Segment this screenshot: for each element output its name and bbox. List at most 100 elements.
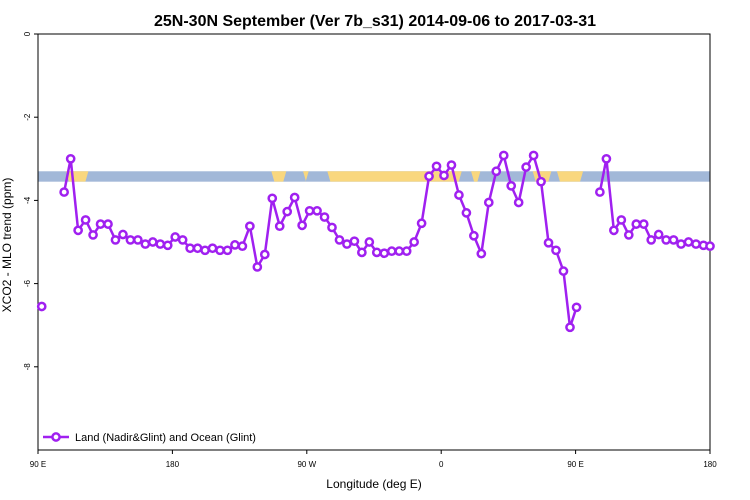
data-point <box>631 219 642 229</box>
data-point <box>259 249 270 260</box>
x-tick-label: 90 E <box>567 460 583 469</box>
data-point <box>110 235 121 245</box>
data-point <box>536 176 546 187</box>
x-tick-label: 90 E <box>30 460 46 469</box>
data-point <box>215 245 225 256</box>
data-point <box>304 205 315 216</box>
y-tick-label: -8 <box>23 363 32 371</box>
data-point <box>705 241 715 252</box>
data-point <box>394 246 405 257</box>
data-point <box>424 171 434 182</box>
data-point <box>595 187 605 197</box>
data-point <box>416 218 427 229</box>
data-point <box>558 266 569 276</box>
data-point <box>476 248 487 259</box>
data-point <box>342 239 352 249</box>
data-point <box>133 235 143 245</box>
data-point <box>73 225 83 236</box>
data-point <box>469 230 479 241</box>
data-point <box>454 190 464 200</box>
data-point <box>638 219 649 229</box>
data-point <box>683 237 694 247</box>
data-point <box>616 215 627 225</box>
data-point <box>118 229 128 240</box>
data-point <box>230 240 240 250</box>
data-point <box>207 243 218 254</box>
data-point <box>601 153 612 164</box>
legend-label: Land (Nadir&Glint) and Ocean (Glint) <box>75 432 256 444</box>
data-point <box>103 219 113 229</box>
y-tick-label: -4 <box>23 196 32 204</box>
y-axis-label: XCO2 - MLO trend (ppm) <box>0 178 14 313</box>
y-tick-label: -2 <box>23 113 32 121</box>
data-point <box>80 215 91 225</box>
data-point <box>364 237 375 247</box>
x-tick-label: 180 <box>166 460 180 469</box>
data-point <box>439 170 449 181</box>
data-point <box>461 208 472 218</box>
data-point <box>95 219 106 229</box>
data-point <box>65 153 76 164</box>
data-point <box>334 235 345 245</box>
data-point <box>252 262 263 272</box>
data-point <box>483 197 494 208</box>
data-point <box>661 235 671 245</box>
data-point <box>267 193 278 204</box>
land-band-segment <box>66 171 89 182</box>
land-band-segment <box>471 171 481 182</box>
data-point <box>565 322 575 333</box>
data-point <box>59 187 69 197</box>
data-point <box>513 197 524 208</box>
data-point <box>371 247 382 258</box>
land-band-segment <box>303 171 309 182</box>
data-point <box>36 301 47 312</box>
data-point <box>609 225 619 236</box>
chart-title: 25N-30N September (Ver 7b_s31) 2014-09-0… <box>154 13 596 30</box>
data-point <box>177 235 188 245</box>
y-axis: 0 -2 -4 -6 -8 <box>23 31 38 370</box>
data-point <box>200 245 210 256</box>
data-point <box>237 241 248 252</box>
data-point <box>551 245 561 256</box>
data-point <box>646 235 657 245</box>
data-point <box>282 206 293 217</box>
land-band-segment <box>556 171 584 182</box>
data-point <box>446 160 457 170</box>
data-point <box>312 205 322 216</box>
data-point <box>409 237 419 247</box>
x-axis-label: Longitude (deg E) <box>326 477 421 491</box>
data-point <box>401 246 412 257</box>
data-point <box>170 232 181 242</box>
data-point <box>155 239 166 249</box>
data-point <box>528 150 539 161</box>
legend: Land (Nadir&Glint) and Ocean (Glint) <box>43 432 256 444</box>
data-point <box>147 237 158 247</box>
data-point <box>571 302 582 313</box>
data-point <box>88 230 98 240</box>
legend-marker <box>51 432 61 442</box>
x-axis: 90 E 180 90 W 0 90 E 180 <box>30 450 717 469</box>
data-point <box>289 192 300 203</box>
data-point <box>192 243 203 254</box>
land-band-segment <box>271 171 287 182</box>
data-point <box>222 245 233 256</box>
data-point <box>623 230 634 240</box>
data-point <box>668 235 679 245</box>
data-point <box>319 212 330 222</box>
y-tick-label: 0 <box>23 31 32 36</box>
data-point <box>521 162 531 172</box>
y-tick-label: -6 <box>23 279 32 287</box>
data-point <box>140 239 151 249</box>
data-point <box>274 221 285 232</box>
data-point <box>185 243 195 254</box>
x-tick-label: 0 <box>439 460 444 469</box>
data-point <box>653 229 664 240</box>
data-point <box>245 221 255 232</box>
data-point <box>431 161 442 172</box>
data-point <box>379 248 390 259</box>
data-point <box>386 246 397 257</box>
data-point <box>327 222 337 233</box>
x-tick-label: 90 W <box>297 460 316 469</box>
data-point <box>506 180 517 191</box>
